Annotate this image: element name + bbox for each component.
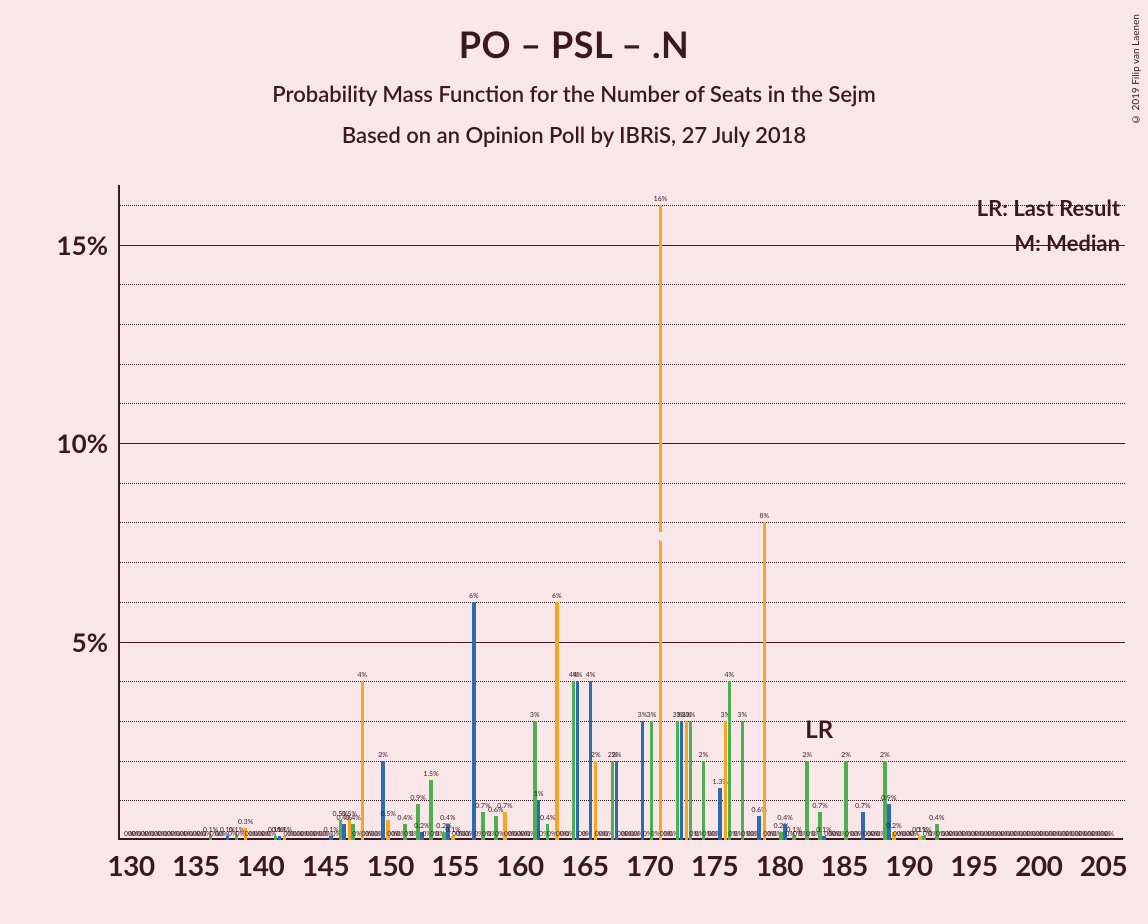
chart-subtitle: Probability Mass Function for the Number… [0,80,1148,107]
bar [718,788,722,840]
x-tick-label: 150 [367,848,414,882]
x-tick-label: 165 [561,848,608,882]
bar [278,836,282,840]
x-tick-label: 185 [821,848,868,882]
bar-value-label: 4% [586,671,596,679]
x-tick-label: 155 [432,848,479,882]
x-tick-label: 195 [950,848,997,882]
x-tick-label: 175 [691,848,738,882]
bar [615,761,619,840]
bar [594,761,598,840]
plot-area: 0%0%0%0%0%0%0%0%0%0%0%0%0%0%0%0%0%0%0%0.… [118,185,1123,840]
bar-value-label: 3% [530,711,540,719]
bar [342,824,346,840]
x-tick-label: 205 [1080,848,1127,882]
bar-value-label: 0.4% [397,814,412,822]
bar [805,761,809,840]
y-tick-label: 10% [57,427,108,459]
bar-value-label: 6% [552,592,562,600]
bar [680,721,684,840]
bar-value-label: 2% [880,751,890,759]
bars-container: 0%0%0%0%0%0%0%0%0%0%0%0%0%0%0%0%0%0%0%0.… [120,185,1125,840]
x-tick-label: 190 [885,848,932,882]
x-tick-label: 170 [626,848,673,882]
bar-value-label: 0.9% [410,794,425,802]
bar-value-label: 2% [612,751,622,759]
bar-value-label: 0.7% [855,802,870,810]
bar [741,721,745,840]
bar-value-label: 2% [378,751,388,759]
bar [381,761,385,840]
bar [702,761,706,840]
bar [728,681,732,840]
bar-value-label: 2% [841,751,851,759]
bar-value-label: 0.2% [414,822,429,830]
bar-value-label: 1% [534,790,544,798]
copyright-text: © 2019 Filip van Laenen [1130,14,1142,125]
x-tick-label: 160 [496,848,543,882]
lr-marker: LR [805,715,833,744]
bar-value-label: 16% [654,195,668,203]
bar-value-label: 4% [724,671,734,679]
bar-value-label: 0.7% [497,802,512,810]
bar-value-label: 0.4% [540,814,555,822]
bar-value-label: 0.9% [881,794,896,802]
bar [844,761,848,840]
bar-value-label: 0.4% [929,814,944,822]
y-tick-label: 5% [72,626,108,658]
bar-value-label: 0.7% [812,802,827,810]
bar [757,816,761,840]
bar-value-label: 0.3% [238,818,253,826]
bar [689,721,693,840]
y-tick-label: 15% [57,229,108,261]
bar-value-label: 0.4% [440,814,455,822]
bar-value-label: 6% [469,592,479,600]
bar [361,681,365,840]
bar-value-label: 3% [737,711,747,719]
median-marker [655,532,667,542]
x-tick-label: 200 [1015,848,1062,882]
bar-value-label: 0% [1104,830,1114,838]
bar [576,681,580,840]
bar-value-label: 0.4% [346,814,361,822]
bar [763,522,767,840]
bar-value-label: 2% [802,751,812,759]
bar-value-label: 1.5% [423,770,438,778]
bar-value-label: 4% [573,671,583,679]
bar [555,602,559,840]
bar-value-label: 3% [686,711,696,719]
chart-title: PO – PSL – .N [0,22,1148,66]
bar [650,721,654,840]
x-axis-labels: 1301351401451501551601651701751801851901… [118,848,1123,888]
bar-value-label: 3% [647,711,657,719]
bar [589,681,593,840]
x-tick-label: 145 [302,848,349,882]
chart-titles: PO – PSL – .N Probability Mass Function … [0,0,1148,148]
bar-value-label: 2% [591,751,601,759]
chart-area: 0%0%0%0%0%0%0%0%0%0%0%0%0%0%0%0%0%0%0%0.… [118,185,1123,840]
bar-value-label: 0.2% [886,822,901,830]
x-tick-label: 135 [172,848,219,882]
x-tick-label: 180 [756,848,803,882]
bar [659,205,663,840]
bar-value-label: 4% [357,671,367,679]
x-tick-label: 140 [237,848,284,882]
x-tick-label: 130 [107,848,154,882]
bar [641,721,645,840]
bar-value-label: 2% [699,751,709,759]
bar-value-label: 0.5% [381,810,396,818]
bar-value-label: 8% [759,512,769,520]
chart-source: Based on an Opinion Poll by IBRiS, 27 Ju… [0,121,1148,148]
bar-value-label: 0.4% [777,814,792,822]
